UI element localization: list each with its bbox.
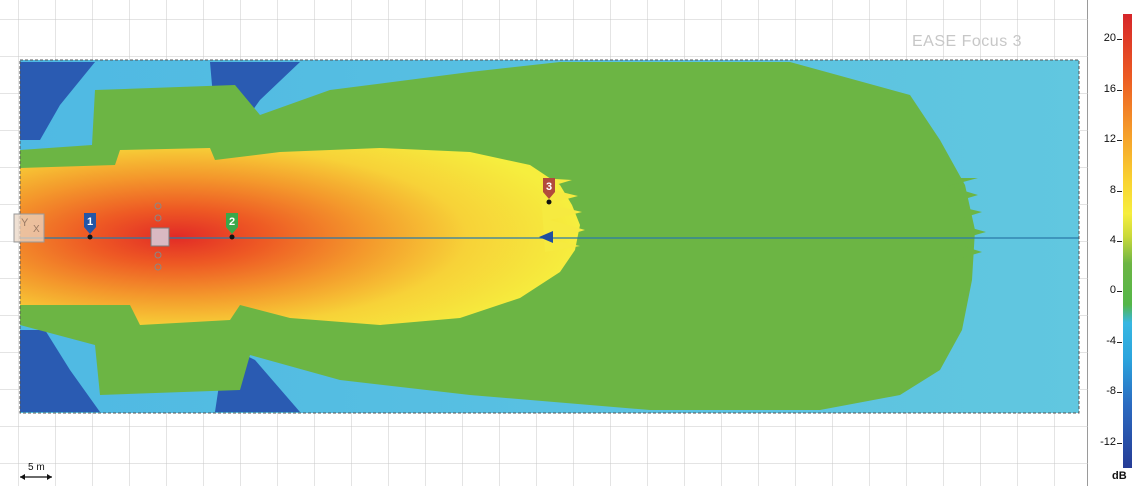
legend-tick-label: 16: [1103, 82, 1116, 95]
legend-tick-mark: [1117, 241, 1122, 242]
legend-tick-label: 0: [1109, 284, 1116, 297]
receiver-point-icon: [87, 234, 93, 240]
receiver-number: 1: [87, 216, 93, 228]
scale-arrow-icon: [20, 474, 52, 480]
legend-unit-label: dB: [1112, 470, 1127, 482]
legend-tick-mark: [1117, 392, 1122, 394]
array-handle-icon[interactable]: [154, 263, 162, 271]
receiver-point-icon: [546, 199, 552, 205]
legend-tick-mark: [1117, 39, 1122, 41]
coverage-map-panel[interactable]: Y X 1 2 3 EASE Focus 3 5 m: [0, 0, 1088, 486]
yellow-zone: [20, 148, 580, 325]
receiver-2[interactable]: 2: [226, 213, 238, 240]
legend-tick-mark: [1117, 341, 1122, 343]
legend-tick-mark: [1117, 140, 1122, 142]
loudspeaker-icon[interactable]: [150, 227, 170, 247]
legend-tick-label: 12: [1103, 133, 1116, 146]
receiver-pin-icon[interactable]: [84, 213, 96, 234]
array-handle-icon[interactable]: [154, 214, 162, 222]
origin-marker[interactable]: Y X: [13, 213, 45, 243]
legend-tick-label: 20: [1103, 32, 1116, 45]
legend-tick-mark: [1117, 291, 1122, 293]
receiver-number: 2: [229, 216, 235, 228]
loudspeaker-array[interactable]: [150, 202, 170, 271]
scale-bar: 5 m: [18, 462, 58, 482]
dark-zone-top-left: [20, 62, 95, 140]
receiver-pin-icon[interactable]: [226, 213, 238, 234]
green-fringe: [935, 178, 986, 280]
coverage-map[interactable]: Y X 1 2 3: [0, 0, 1088, 486]
legend-tick-mark: [1117, 190, 1122, 192]
receiver-3[interactable]: 3: [543, 178, 555, 205]
origin-y-label: Y: [21, 217, 29, 229]
receiver-number: 3: [546, 181, 552, 193]
origin-marker-box[interactable]: [13, 213, 45, 243]
scale-label: 5 m: [28, 462, 45, 473]
array-handle-icon[interactable]: [154, 202, 162, 210]
color-scale-bar: [1123, 14, 1132, 468]
origin-x-label: X: [33, 224, 40, 235]
legend-tick-label: -8: [1106, 385, 1116, 398]
aim-arrow-icon: [539, 231, 553, 243]
legend-tick-label: -12: [1100, 435, 1116, 448]
legend-tick-label: 4: [1109, 234, 1116, 246]
receiver-pin-icon[interactable]: [543, 178, 555, 199]
receiver-point-icon: [229, 234, 235, 240]
legend-tick-label: 8: [1109, 183, 1116, 196]
legend-tick-label: -4: [1106, 334, 1116, 347]
watermark: EASE Focus 3: [912, 33, 1023, 50]
receiver-1[interactable]: 1: [84, 213, 96, 240]
legend-tick-mark: [1117, 89, 1122, 91]
array-handle-icon[interactable]: [154, 251, 162, 259]
dark-zone-bottom-left: [20, 330, 100, 412]
legend-tick-mark: [1117, 442, 1122, 444]
